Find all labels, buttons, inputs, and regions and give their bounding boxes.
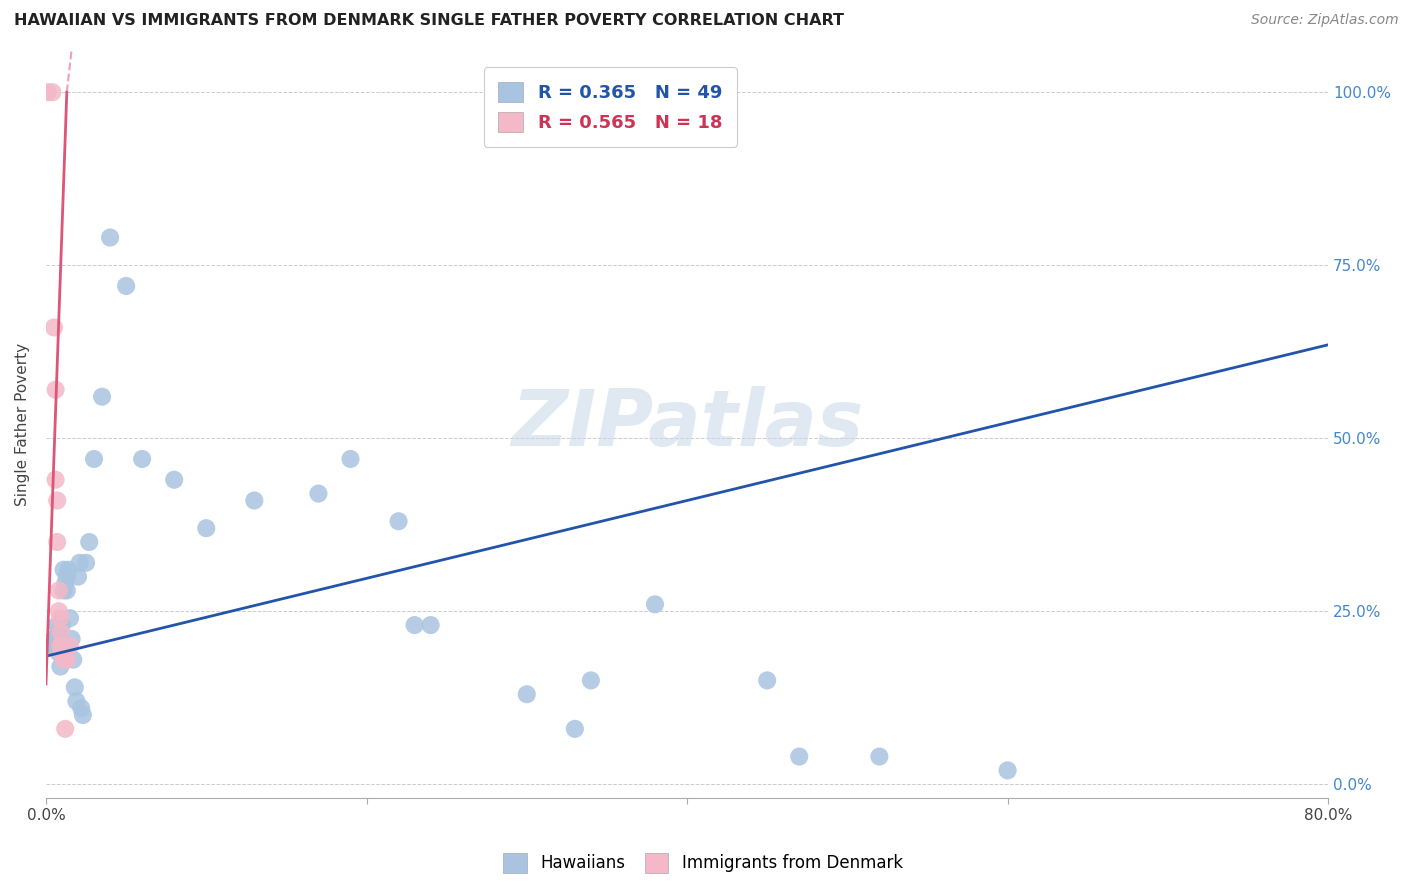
Point: [59, 611, 82, 625]
Point: [77, 535, 100, 549]
Point: [41, 85, 63, 99]
Point: [66, 569, 89, 583]
Point: [83, 452, 105, 467]
Point: [45, 639, 67, 653]
Point: [51, 646, 73, 660]
Legend: Hawaiians, Immigrants from Denmark: Hawaiians, Immigrants from Denmark: [496, 847, 910, 880]
Point: [52, 563, 75, 577]
Point: [91, 390, 114, 404]
Point: [195, 521, 218, 535]
Point: [56, 583, 79, 598]
Point: [53, 576, 76, 591]
Text: Source: ZipAtlas.com: Source: ZipAtlas.com: [1251, 13, 1399, 28]
Point: [49, 639, 72, 653]
Point: [46, 618, 69, 632]
Legend: R = 0.365   N = 49, R = 0.565   N = 18: R = 0.365 N = 49, R = 0.565 N = 18: [484, 67, 737, 147]
Point: [52, 653, 75, 667]
Point: [516, 687, 538, 701]
Point: [787, 749, 810, 764]
Point: [997, 764, 1019, 778]
Point: [98, 230, 121, 244]
Point: [56, 653, 79, 667]
Point: [51, 639, 73, 653]
Point: [48, 583, 70, 598]
Point: [564, 722, 586, 736]
Point: [70, 701, 93, 715]
Text: HAWAIIAN VS IMMIGRANTS FROM DENMARK SINGLE FATHER POVERTY CORRELATION CHART: HAWAIIAN VS IMMIGRANTS FROM DENMARK SING…: [14, 13, 844, 29]
Point: [48, 646, 70, 660]
Point: [49, 632, 72, 646]
Point: [48, 604, 70, 618]
Point: [45, 473, 67, 487]
Point: [53, 722, 76, 736]
Point: [65, 694, 87, 708]
Point: [243, 493, 266, 508]
Point: [58, 563, 80, 577]
Point: [48, 624, 70, 639]
Point: [39, 639, 62, 653]
Text: ZIPatlas: ZIPatlas: [510, 386, 863, 462]
Point: [59, 639, 82, 653]
Point: [131, 452, 153, 467]
Point: [62, 653, 84, 667]
Point: [49, 624, 72, 639]
Point: [56, 569, 79, 583]
Point: [51, 639, 73, 653]
Point: [868, 749, 890, 764]
Point: [42, 320, 65, 334]
Point: [60, 632, 83, 646]
Point: [115, 279, 138, 293]
Y-axis label: Single Father Poverty: Single Father Poverty: [15, 343, 30, 506]
Point: [46, 632, 69, 646]
Point: [163, 473, 186, 487]
Point: [42, 632, 65, 646]
Point: [49, 659, 72, 673]
Point: [419, 618, 441, 632]
Point: [339, 452, 361, 467]
Point: [72, 708, 94, 723]
Point: [387, 514, 409, 528]
Point: [756, 673, 779, 688]
Point: [69, 556, 91, 570]
Point: [46, 535, 69, 549]
Point: [52, 583, 75, 598]
Point: [63, 681, 86, 695]
Point: [404, 618, 426, 632]
Point: [51, 618, 73, 632]
Point: [49, 611, 72, 625]
Point: [46, 493, 69, 508]
Point: [45, 383, 67, 397]
Point: [644, 597, 666, 611]
Point: [579, 673, 602, 688]
Point: [75, 556, 97, 570]
Point: [37, 85, 59, 99]
Point: [307, 486, 329, 500]
